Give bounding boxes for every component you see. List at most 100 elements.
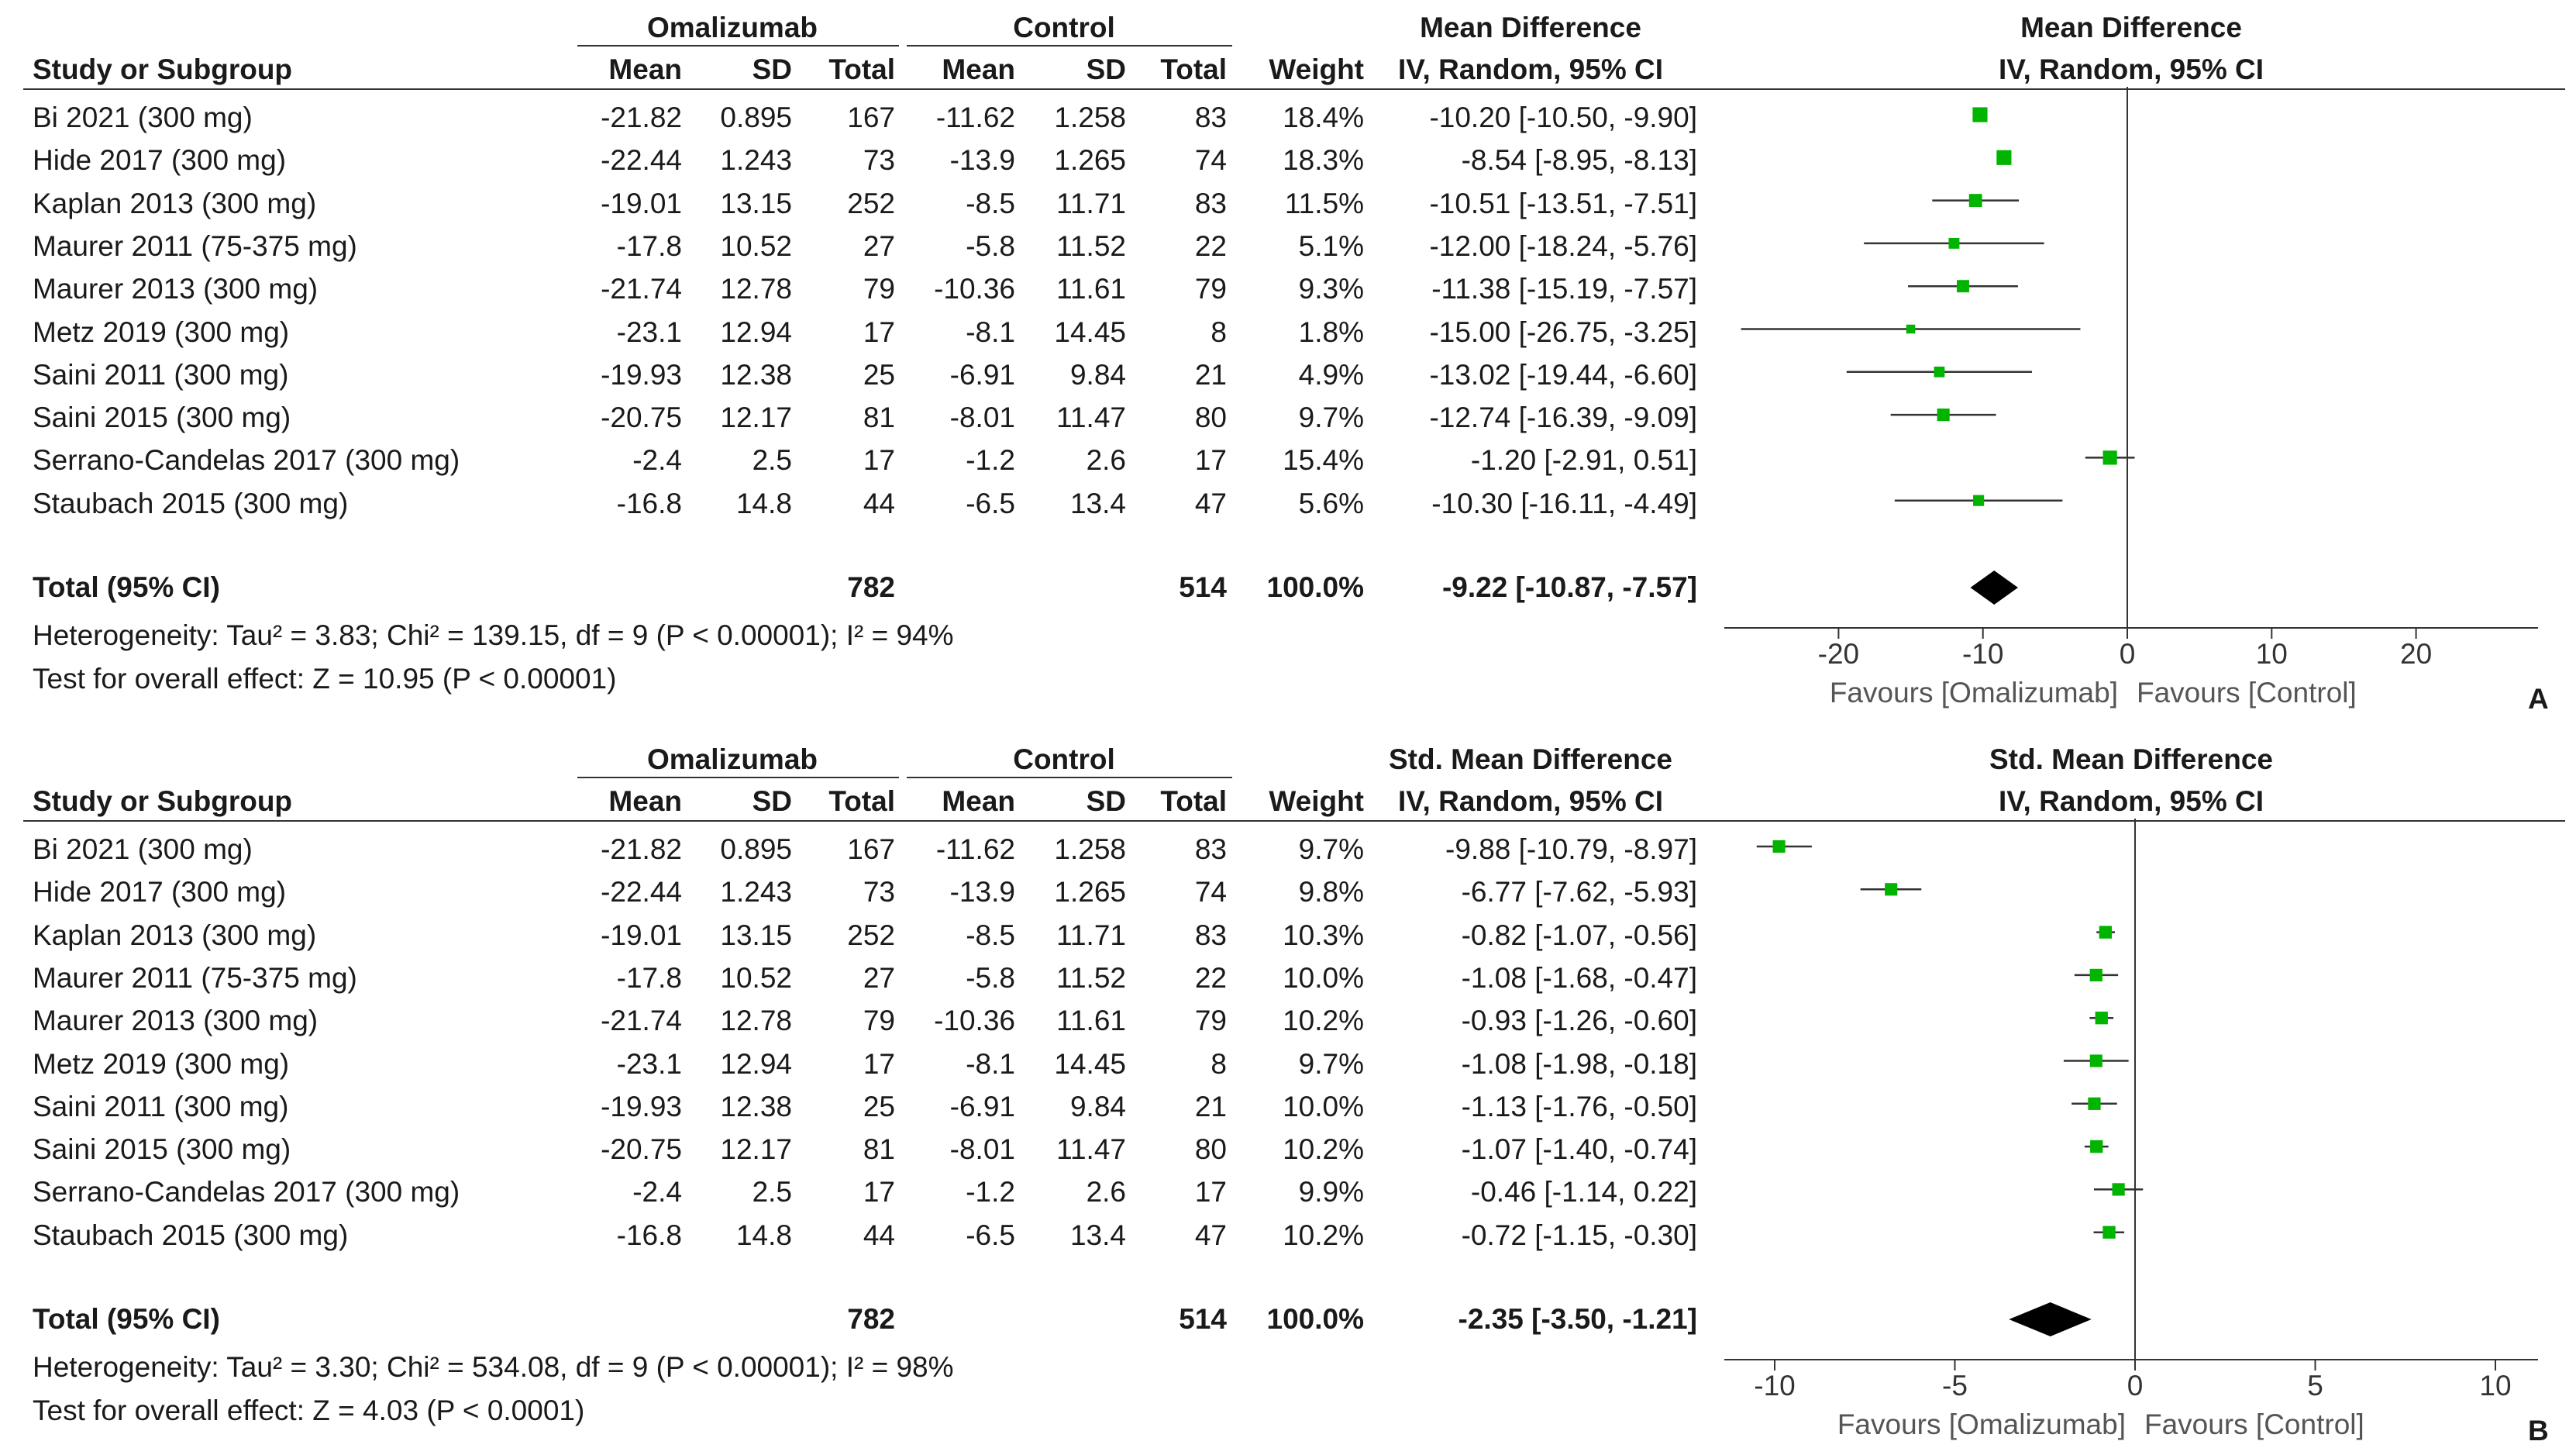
col-header-total-control: Total: [1160, 53, 1227, 85]
row-total-control: 80: [1194, 1133, 1227, 1166]
header-rule: [23, 820, 2565, 822]
row-total-treatment: 79: [863, 1005, 895, 1037]
total-effect-ci: -9.22 [-10.87, -7.57]: [1441, 571, 1697, 603]
row-weight: 11.5%: [1284, 187, 1364, 219]
row-effect-ci: -1.07 [-1.40, -0.74]: [1461, 1133, 1697, 1166]
col-header-sd-treatment: SD: [752, 53, 792, 85]
row-sd-treatment: 0.895: [720, 102, 792, 133]
row-weight: 1.8%: [1298, 315, 1364, 348]
row-sd-control: 11.52: [1056, 961, 1126, 994]
row-sd-control: 1.265: [1054, 144, 1126, 177]
row-study-name: Staubach 2015 (300 mg): [33, 1219, 349, 1251]
heterogeneity-text: Heterogeneity: Tau² = 3.83; Chi² = 139.1…: [33, 619, 954, 651]
study-point-estimate: [1996, 150, 2012, 165]
row-mean-treatment: -21.74: [601, 273, 682, 305]
study-point-estimate: [2088, 1097, 2101, 1110]
row-total-treatment: 81: [863, 402, 895, 434]
row-sd-treatment: 12.78: [720, 273, 792, 305]
row-mean-treatment: -21.82: [601, 102, 682, 133]
row-weight: 9.7%: [1298, 1047, 1364, 1080]
row-total-treatment: 79: [863, 273, 895, 305]
row-sd-treatment: 14.8: [735, 487, 792, 519]
row-mean-treatment: -23.1: [616, 1047, 682, 1080]
forest-plot-panel-a: Omalizumab Control Mean Difference Mean Dif…: [23, 12, 2565, 715]
row-study-name: Staubach 2015 (300 mg): [33, 487, 349, 519]
effect-header-subtitle: IV, Random, 95% CI: [1397, 785, 1663, 817]
favours-control-label: Favours [Control]: [2144, 1408, 2364, 1440]
study-point-estimate: [1973, 495, 1985, 506]
effect-header-subtitle: IV, Random, 95% CI: [1397, 53, 1663, 85]
total-count-treatment: 782: [847, 571, 895, 603]
row-mean-control: -6.91: [949, 358, 1015, 391]
study-point-estimate: [1885, 883, 1898, 896]
group-header-treatment: Omalizumab: [647, 12, 818, 43]
row-mean-control: -8.5: [966, 187, 1015, 219]
row-weight: 4.9%: [1298, 358, 1364, 391]
row-mean-control: -11.62: [935, 833, 1015, 865]
total-count-treatment: 782: [847, 1303, 895, 1335]
forest-plot-panel-b: Omalizumab Control Std. Mean Difference Std…: [0, 732, 2576, 1455]
row-mean-control: -8.01: [949, 1133, 1015, 1166]
row-weight: 9.8%: [1298, 876, 1364, 909]
row-sd-treatment: 1.243: [720, 876, 792, 909]
row-total-control: 47: [1194, 1219, 1227, 1251]
row-study-name: Saini 2011 (300 mg): [33, 1090, 289, 1122]
study-point-estimate: [2099, 926, 2113, 939]
row-mean-control: -6.5: [966, 1219, 1015, 1251]
col-header-weight: Weight: [1269, 785, 1364, 817]
row-sd-control: 13.4: [1069, 487, 1126, 519]
row-mean-treatment: -16.8: [616, 487, 682, 519]
row-mean-control: -11.62: [935, 102, 1015, 133]
row-weight: 9.7%: [1298, 833, 1364, 865]
row-total-treatment: 17: [863, 1176, 895, 1208]
row-mean-control: -13.9: [949, 876, 1015, 909]
x-tick-label: -10: [1962, 638, 2003, 670]
row-mean-treatment: -21.74: [601, 1005, 682, 1037]
row-mean-treatment: -19.93: [601, 358, 682, 391]
row-weight: 10.2%: [1283, 1133, 1364, 1166]
group-header-control: Control: [1013, 743, 1115, 775]
row-study-name: Maurer 2011 (75-375 mg): [33, 229, 357, 262]
row-sd-control: 11.71: [1056, 187, 1126, 219]
row-effect-ci: -13.02 [-19.44, -6.60]: [1429, 358, 1697, 391]
x-tick-label: 20: [2400, 638, 2432, 670]
row-study-name: Metz 2019 (300 mg): [33, 315, 290, 348]
row-study-name: Kaplan 2013 (300 mg): [33, 919, 317, 951]
row-sd-control: 9.84: [1069, 1090, 1126, 1122]
forest-plot-svg: -20 -10 0 10 20: [1724, 87, 2538, 670]
col-header-total-control: Total: [1160, 785, 1227, 817]
row-sd-control: 14.45: [1054, 315, 1126, 348]
row-study-name: Maurer 2013 (300 mg): [33, 1005, 319, 1037]
row-mean-control: -10.36: [934, 273, 1015, 305]
col-header-study: Study or Subgroup: [33, 785, 293, 817]
row-effect-ci: -1.08 [-1.68, -0.47]: [1461, 961, 1697, 994]
row-study-name: Bi 2021 (300 mg): [33, 102, 253, 133]
row-sd-treatment: 1.243: [720, 144, 792, 177]
row-sd-treatment: 2.5: [752, 444, 792, 477]
total-weight: 100.0%: [1266, 571, 1365, 603]
row-total-control: 47: [1194, 487, 1227, 519]
row-total-control: 74: [1194, 144, 1227, 177]
row-total-treatment: 252: [847, 187, 895, 219]
col-header-sd-treatment: SD: [752, 785, 792, 817]
total-label: Total (95% CI): [33, 571, 220, 603]
favours-control-label: Favours [Control]: [2137, 677, 2357, 709]
row-effect-ci: -8.54 [-8.95, -8.13]: [1461, 144, 1697, 177]
row-total-control: 79: [1194, 1005, 1227, 1037]
plot-header-subtitle: IV, Random, 95% CI: [1998, 53, 2264, 85]
row-mean-treatment: -21.82: [601, 833, 682, 865]
row-total-control: 22: [1194, 961, 1227, 994]
row-mean-treatment: -22.44: [601, 876, 682, 909]
group-underline-treatment: [577, 777, 899, 778]
study-point-estimate: [1772, 840, 1786, 853]
row-mean-control: -8.5: [966, 919, 1015, 951]
row-mean-control: -8.1: [966, 1047, 1015, 1080]
row-study-name: Saini 2015 (300 mg): [33, 402, 291, 434]
study-point-estimate: [1968, 194, 1982, 208]
row-sd-control: 11.52: [1056, 229, 1126, 262]
row-total-control: 83: [1194, 187, 1227, 219]
row-total-control: 21: [1194, 358, 1227, 391]
total-weight: 100.0%: [1266, 1303, 1365, 1335]
total-count-control: 514: [1179, 571, 1227, 603]
pooled-effect-diamond: [1970, 571, 2018, 605]
